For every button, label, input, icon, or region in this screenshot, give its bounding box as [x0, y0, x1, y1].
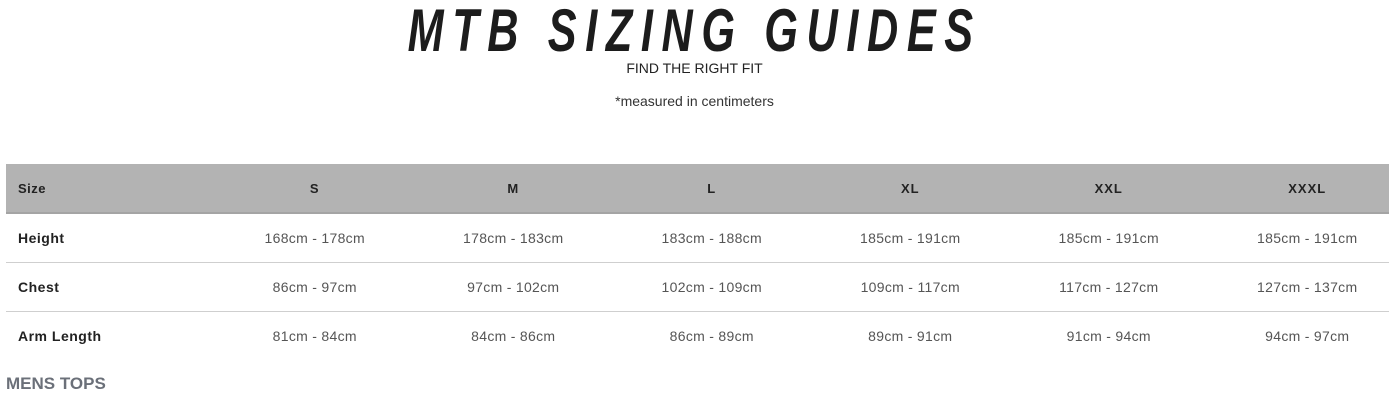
table-cell: 84cm - 86cm	[471, 327, 556, 344]
table-cell: 178cm - 183cm	[463, 229, 564, 246]
page-title-text: MTB SIZING GUIDES	[407, 0, 982, 64]
table-cell: 86cm - 89cm	[669, 327, 754, 344]
table-header-row: Size S M L XL XXL XXXL	[6, 164, 1389, 213]
row-label: Chest	[18, 278, 60, 295]
column-header: XXXL	[1288, 180, 1327, 196]
column-header: S	[309, 180, 320, 196]
table-cell: 168cm - 178cm	[264, 229, 365, 246]
column-header: XL	[900, 180, 920, 196]
column-header: Size	[18, 180, 47, 196]
table-cell: 185cm - 191cm	[860, 229, 961, 246]
table-cell: 109cm - 117cm	[860, 278, 960, 295]
measurement-note: *measured in centimeters	[615, 93, 774, 109]
table-cell: 94cm - 97cm	[1265, 327, 1350, 344]
table-row: Chest 86cm - 97cm 97cm - 102cm 102cm - 1…	[6, 262, 1389, 311]
table-cell: 81cm - 84cm	[272, 327, 357, 344]
table-cell: 185cm - 191cm	[1257, 229, 1358, 246]
table-cell: 86cm - 97cm	[272, 278, 357, 295]
row-label: Height	[18, 229, 65, 246]
table-row: Height 168cm - 178cm 178cm - 183cm 183cm…	[6, 213, 1389, 262]
page-title: MTB SIZING GUIDES	[0, 0, 1389, 65]
table-cell: 89cm - 91cm	[868, 327, 953, 344]
row-label: Arm Length	[18, 327, 102, 344]
table-cell: 185cm - 191cm	[1058, 229, 1159, 246]
section-heading: MENS TOPS	[6, 374, 106, 393]
column-header: L	[707, 180, 717, 196]
table-cell: 117cm - 127cm	[1059, 278, 1159, 295]
table-cell: 97cm - 102cm	[467, 278, 560, 295]
page-subtitle: FIND THE RIGHT FIT	[626, 60, 763, 76]
table-cell: 102cm - 109cm	[661, 278, 762, 295]
table-cell: 183cm - 188cm	[661, 229, 762, 246]
table-cell: 127cm - 137cm	[1257, 278, 1358, 295]
column-header: M	[507, 180, 520, 196]
sizing-table: Size S M L XL XXL XXXL Height 168cm - 17…	[6, 164, 1389, 360]
table-row: Arm Length 81cm - 84cm 84cm - 86cm 86cm …	[6, 311, 1389, 360]
column-header: XXL	[1094, 180, 1123, 196]
table-cell: 91cm - 94cm	[1066, 327, 1151, 344]
